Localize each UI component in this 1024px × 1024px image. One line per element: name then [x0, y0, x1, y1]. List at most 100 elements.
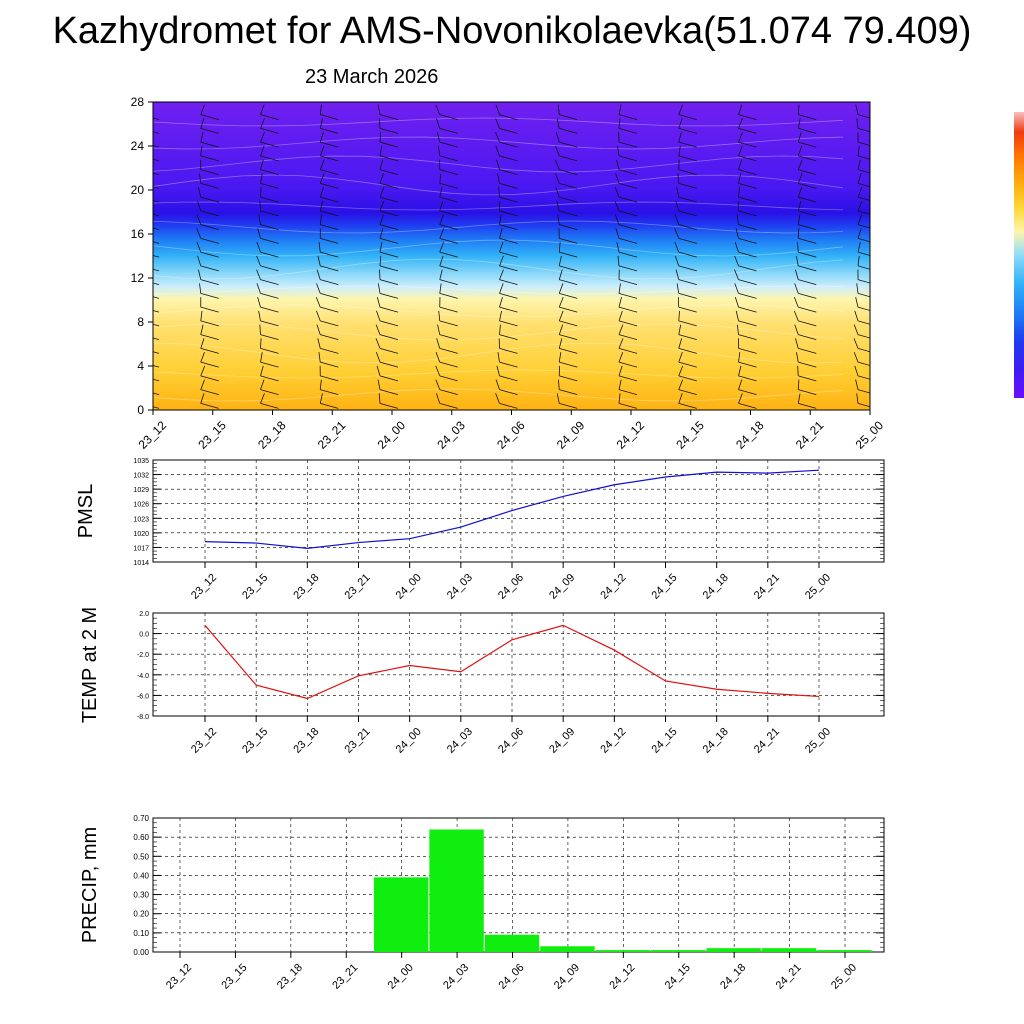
wind-barb — [735, 310, 739, 321]
wind-barb-flag — [320, 279, 339, 286]
wind-barb-flag — [738, 265, 757, 272]
wind-barb-flag — [618, 375, 638, 382]
wind-barb-flag — [499, 183, 518, 189]
wind-barb-flag — [379, 114, 399, 121]
wind-barb — [618, 365, 623, 377]
wind-barb — [797, 228, 800, 239]
wind-barb — [795, 255, 799, 266]
y-axis-title: PMSL — [75, 484, 97, 538]
wind-barb-flag — [678, 361, 697, 368]
wind-barb-flag — [678, 183, 697, 189]
wind-barb-flag — [439, 348, 458, 354]
wind-barb-flag — [857, 183, 870, 188]
precip-bar — [540, 946, 595, 952]
wind-barb — [319, 118, 323, 129]
wind-barb-flag — [618, 210, 638, 217]
wind-barb — [196, 214, 202, 225]
wind-barb-flag — [618, 251, 638, 258]
x-tick-label: 24_06 — [497, 962, 527, 992]
wind-barb — [256, 242, 261, 253]
wind-barb — [618, 283, 621, 294]
wind-barb-flag — [798, 183, 817, 189]
wind-barb-flag — [499, 196, 518, 203]
wind-barb-flag — [320, 128, 339, 134]
wind-barb — [678, 104, 684, 115]
wind-barb-flag — [200, 210, 219, 217]
wind-barb-flag — [379, 128, 399, 134]
wind-barb-flag — [678, 114, 697, 121]
wind-barb-flag — [260, 279, 279, 286]
wind-barb — [436, 132, 441, 143]
wind-barb-flag — [260, 196, 279, 203]
wind-barb-flag — [439, 238, 458, 244]
wind-barb — [495, 118, 500, 129]
wind-barb — [856, 393, 859, 404]
wind-barb — [738, 379, 743, 390]
wind-barb-flag — [678, 210, 697, 217]
wind-barb-flag — [618, 306, 638, 313]
wind-barb — [678, 145, 681, 156]
wind-barb — [499, 269, 504, 280]
precip-panel: 0.00 0.10 0.20 0.30 0.40 0.50 0.60 0.70 23_12 23_… — [79, 814, 885, 992]
wind-barb-flag — [857, 403, 870, 408]
wind-barb-flag — [559, 114, 578, 121]
wind-barb-flag — [260, 348, 279, 354]
wind-barb — [854, 310, 859, 322]
wind-barb-flag — [857, 265, 870, 270]
wind-barb-flag — [200, 114, 219, 121]
wind-barb-flag — [200, 128, 219, 134]
wind-barb — [379, 132, 381, 143]
wind-barb — [618, 310, 623, 322]
wind-barb — [555, 145, 560, 157]
wind-barb — [378, 393, 381, 404]
wind-barb-flag — [260, 114, 279, 121]
wind-barb-flag — [798, 320, 817, 327]
wind-barb-flag — [618, 293, 638, 299]
wind-barb-flag — [153, 255, 160, 258]
contour-line — [153, 323, 844, 341]
wind-barb-flag — [379, 224, 399, 231]
plot-frame — [152, 612, 885, 717]
wind-barb — [439, 200, 444, 212]
x-tick-label: 23_12 — [136, 418, 170, 452]
wind-barb — [618, 352, 624, 363]
wind-barb-flag — [153, 282, 160, 286]
wind-barb — [497, 352, 500, 363]
wind-barb-flag — [260, 320, 279, 327]
wind-barb — [735, 228, 739, 239]
wind-barb-flag — [153, 241, 160, 244]
wind-barb — [439, 242, 444, 253]
wind-barb-flag — [618, 348, 638, 354]
y-tick-label: -6.0 — [137, 693, 149, 700]
wind-barb — [794, 269, 799, 280]
chart-title: Kazhydromet for AMS-Novonikolaevka(51.07… — [52, 10, 972, 52]
precip-bar — [484, 934, 540, 952]
wind-barb-flag — [559, 334, 578, 341]
contour-line — [153, 117, 844, 127]
y-tick-label: 0.0 — [139, 632, 149, 639]
wind-barb-flag — [320, 361, 339, 368]
wind-barb — [738, 187, 740, 198]
wind-barb-flag — [439, 141, 458, 148]
wind-barb — [797, 132, 802, 143]
wind-barb-flag — [618, 196, 638, 203]
wind-barb-flag — [200, 155, 219, 162]
wind-barb — [318, 352, 321, 363]
wind-barb — [495, 145, 500, 157]
wind-barb-flag — [153, 392, 160, 396]
wind-barb-flag — [499, 389, 518, 396]
wind-barb — [618, 118, 621, 129]
wind-barb-flag — [618, 361, 638, 368]
wind-barb — [257, 297, 261, 308]
wind-barb — [435, 352, 441, 363]
wind-barb — [854, 365, 859, 377]
wind-barb — [259, 324, 261, 335]
wind-barb-flag — [499, 293, 518, 299]
wind-barb — [437, 145, 441, 156]
wind-barb — [736, 214, 739, 225]
wind-barb — [853, 338, 859, 349]
wind-barb-flag — [260, 293, 279, 299]
wind-barb — [797, 104, 800, 115]
wind-barb-flag — [559, 403, 578, 409]
wind-barb-flag — [678, 224, 697, 231]
